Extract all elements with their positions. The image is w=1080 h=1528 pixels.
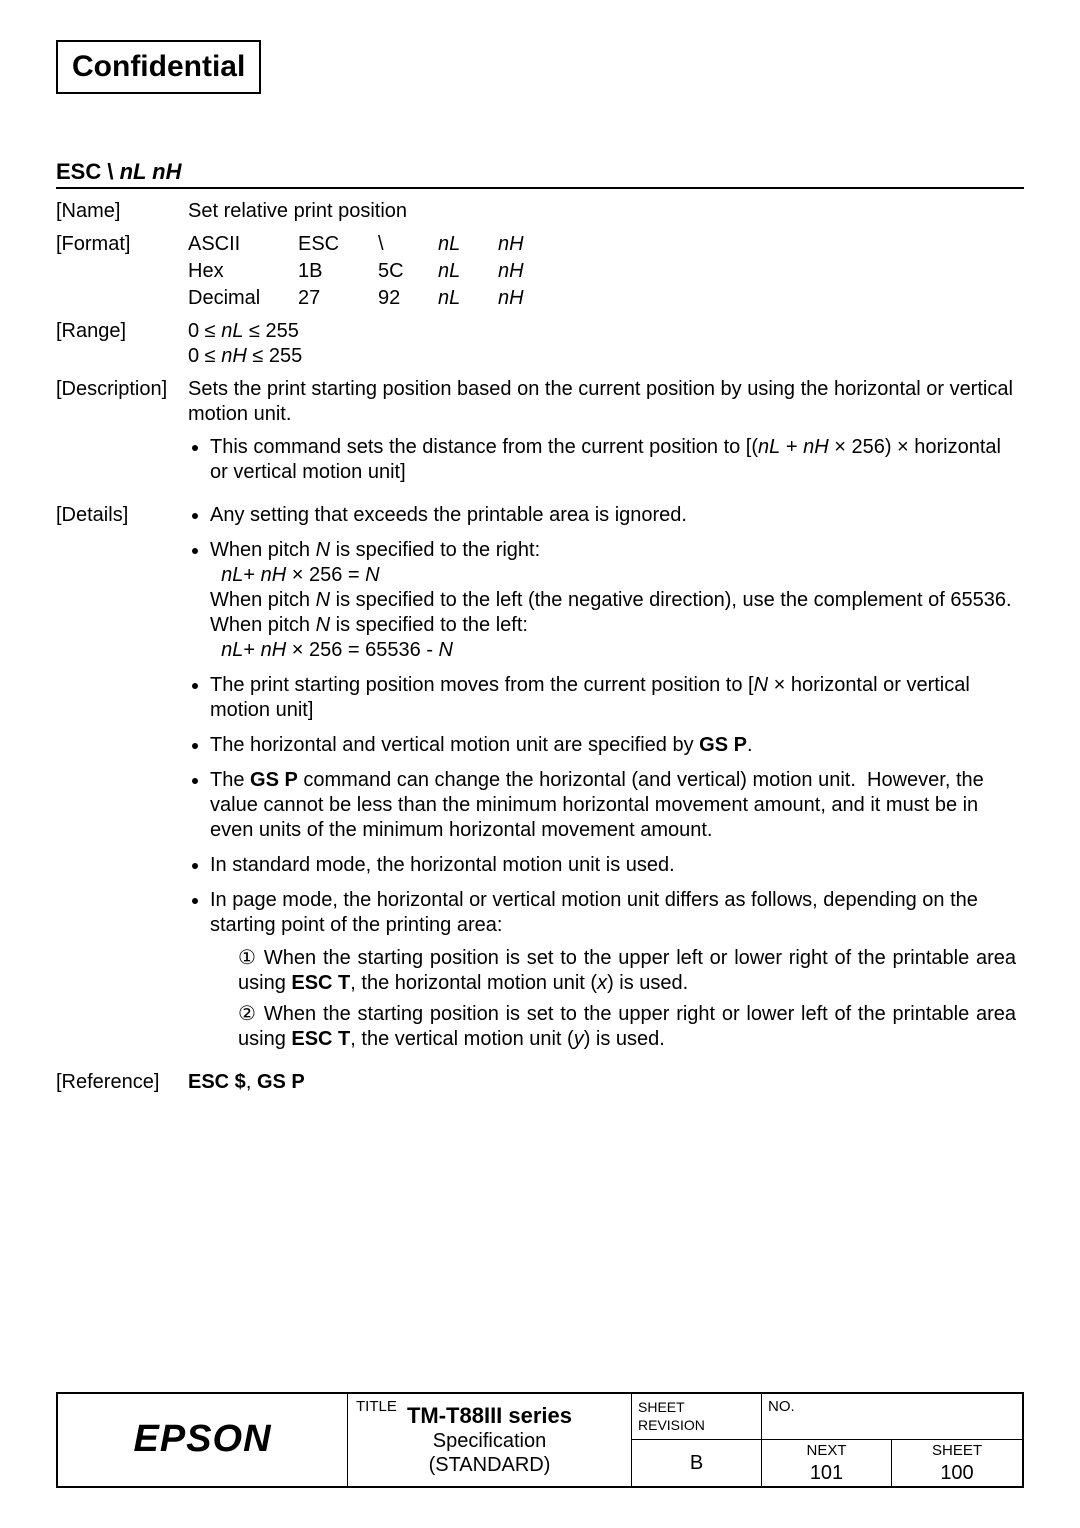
fmt-cell: 5C — [378, 259, 438, 284]
fmt-cell: nL — [438, 259, 498, 284]
range-body: 0 ≤ nL ≤ 255 0 ≤ nH ≤ 255 — [188, 319, 1024, 369]
details-item-text: In page mode, the horizontal or vertical… — [210, 889, 978, 936]
fmt-cell: nL — [438, 232, 498, 257]
epson-logo: EPSON — [58, 1394, 348, 1486]
details-item: In page mode, the horizontal or vertical… — [210, 888, 1024, 1052]
description-label: [Description] — [56, 377, 188, 402]
footer-sheetnum-value: 100 — [940, 1461, 973, 1486]
footer-next-label: NEXT — [806, 1442, 846, 1461]
footer-revision-value: B — [632, 1440, 762, 1486]
name-label: [Name] — [56, 199, 188, 224]
details-item: In standard mode, the horizontal motion … — [210, 853, 1024, 878]
fmt-cell: 27 — [298, 286, 378, 311]
footer-revision-label: REVISION — [638, 1417, 705, 1435]
footer-next-value: 101 — [810, 1461, 843, 1486]
details-item: Any setting that exceeds the printable a… — [210, 503, 1024, 528]
reference-label: [Reference] — [56, 1070, 188, 1095]
footer-sheet-revision: SHEET REVISION — [632, 1394, 762, 1440]
footer-series: TM-T88III series — [407, 1403, 572, 1429]
fmt-cell: nH — [498, 232, 558, 257]
fmt-cell: Decimal — [188, 286, 298, 311]
footer-title-cell: TITLE TM-T88III series Specification (ST… — [348, 1394, 632, 1486]
fmt-cell: ASCII — [188, 232, 298, 257]
fmt-cell: \ — [378, 232, 438, 257]
range-label: [Range] — [56, 319, 188, 344]
circled-item: ② When the starting position is set to t… — [238, 1002, 1016, 1052]
name-text: Set relative print position — [188, 199, 1024, 224]
fmt-cell: ESC — [298, 232, 378, 257]
reference-text: ESC $, GS P — [188, 1070, 1024, 1095]
confidential-box: Confidential — [56, 40, 261, 94]
details-item: The horizontal and vertical motion unit … — [210, 733, 1024, 758]
range-line: 0 ≤ nL ≤ 255 — [188, 319, 1024, 344]
footer-title-label: TITLE — [356, 1398, 397, 1417]
fmt-cell: 1B — [298, 259, 378, 284]
footer-sub1: Specification — [433, 1429, 546, 1453]
footer-sheet-label: SHEET — [638, 1399, 685, 1417]
footer-sub2: (STANDARD) — [429, 1453, 551, 1477]
fmt-cell: Hex — [188, 259, 298, 284]
fmt-cell: nL — [438, 286, 498, 311]
description-text: Sets the print starting position based o… — [188, 377, 1024, 427]
format-grid: ASCII ESC \ nL nH Hex 1B 5C nL nH Decima… — [188, 232, 1024, 311]
command-header: ESC \ nL nH — [56, 158, 1024, 190]
footer-sheetnum-cell: SHEET 100 — [892, 1440, 1022, 1486]
details-item: The GS P command can change the horizont… — [210, 768, 1024, 843]
circled-item: ① When the starting position is set to t… — [238, 946, 1016, 996]
details-item: When pitch N is specified to the right: … — [210, 538, 1024, 663]
details-label: [Details] — [56, 503, 188, 528]
command-args: nL nH — [120, 159, 182, 184]
footer-next-cell: NEXT 101 — [762, 1440, 892, 1486]
footer-sheetnum-label: SHEET — [932, 1442, 982, 1461]
fmt-cell: nH — [498, 286, 558, 311]
fmt-cell: 92 — [378, 286, 438, 311]
command-prefix: ESC \ — [56, 159, 113, 184]
footer-block: EPSON TITLE TM-T88III series Specificati… — [56, 1392, 1024, 1488]
description-bullet: This command sets the distance from the … — [210, 435, 1024, 485]
range-line: 0 ≤ nH ≤ 255 — [188, 344, 1024, 369]
format-label: [Format] — [56, 232, 188, 257]
footer-no-cell: NO. — [762, 1394, 1022, 1440]
fmt-cell: nH — [498, 259, 558, 284]
details-item: The print starting position moves from t… — [210, 673, 1024, 723]
